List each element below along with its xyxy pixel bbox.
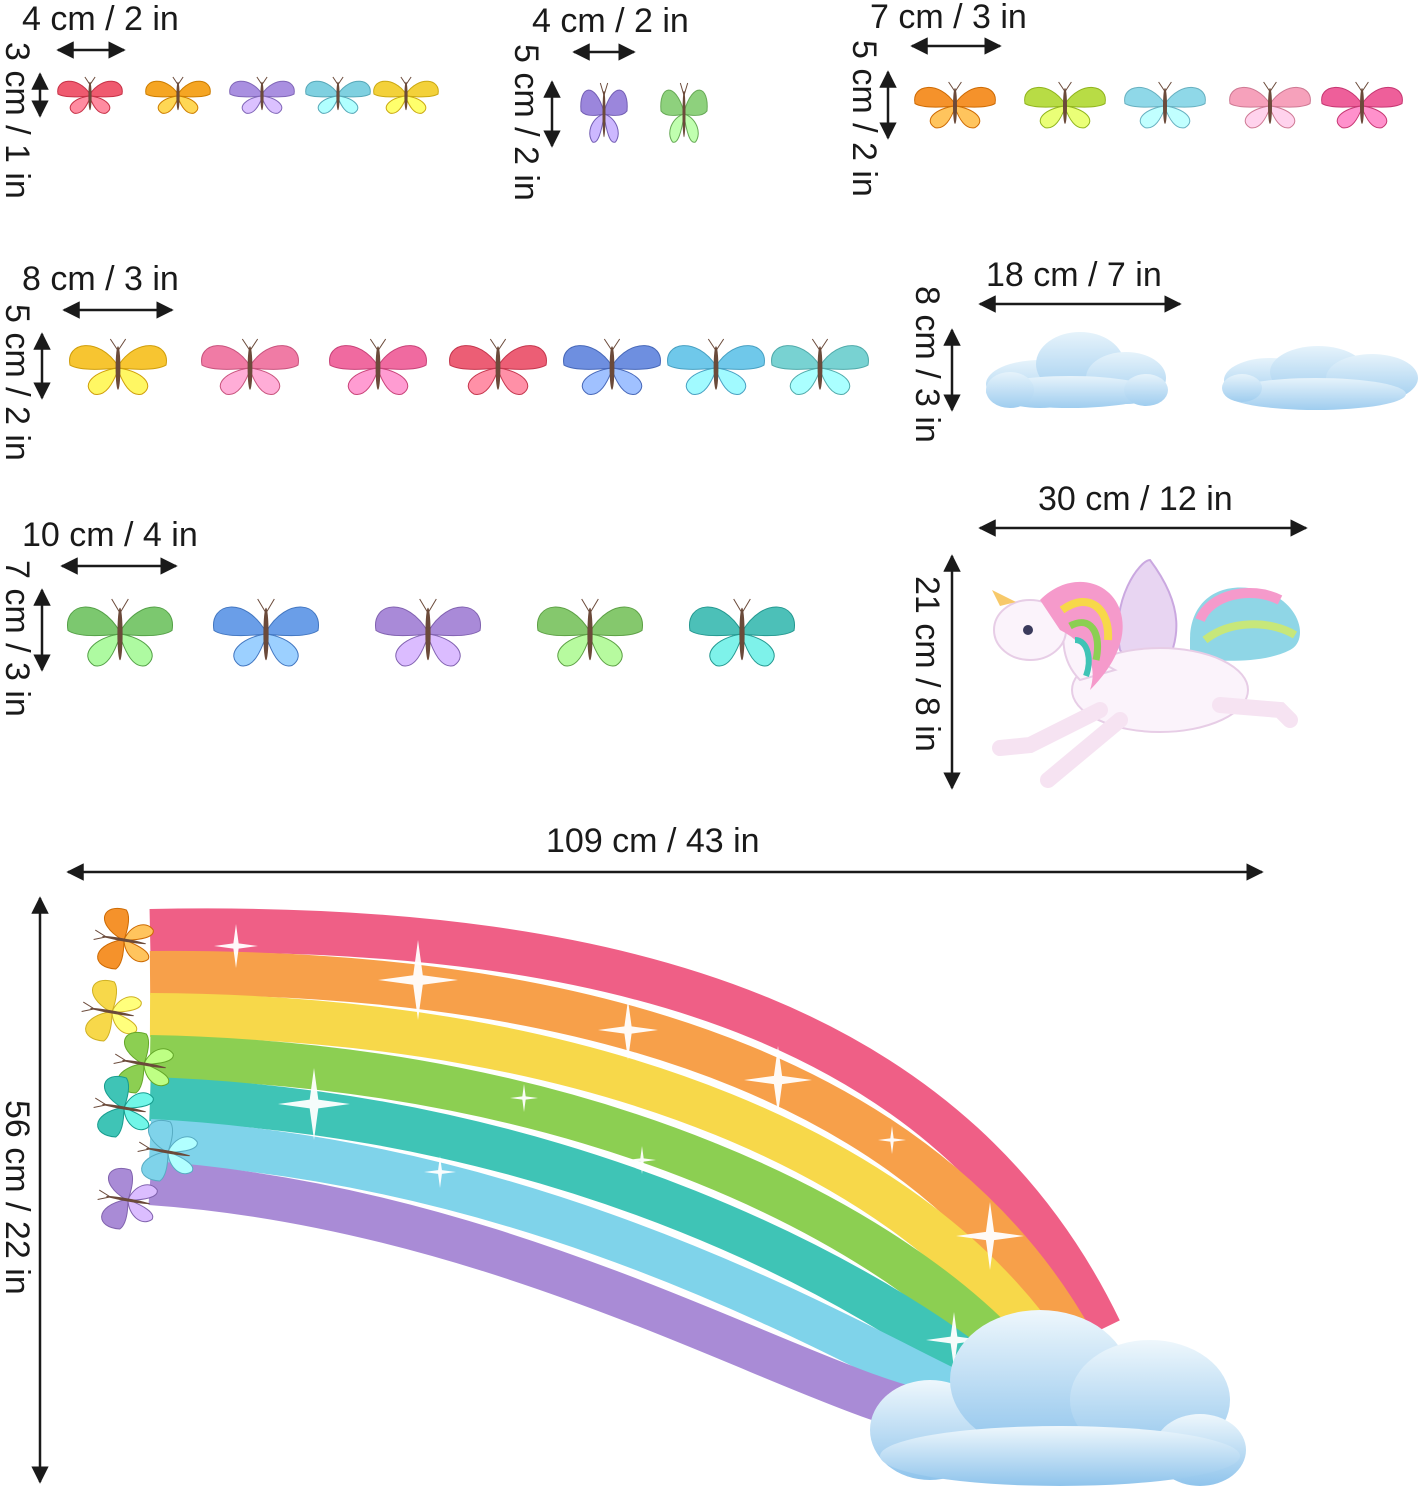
rainbow-cloud — [870, 1310, 1246, 1486]
butterfly-g3-5 — [1321, 81, 1403, 129]
butterfly-g5-1 — [67, 598, 173, 667]
unicorn-body — [1071, 647, 1249, 733]
butterfly-g1-1 — [57, 76, 123, 114]
sparkle — [744, 1046, 812, 1114]
group5-width-label: 10 cm / 4 in — [22, 516, 198, 554]
rainbow-butterfly-4 — [93, 1076, 154, 1138]
butterfly-g5-2 — [213, 598, 319, 667]
clouds-width-label: 18 cm / 7 in — [986, 256, 1162, 294]
butterfly-g5-5 — [689, 598, 795, 667]
sparkle — [424, 1156, 456, 1188]
sparkle — [878, 1126, 906, 1154]
butterfly-g1-5 — [373, 76, 439, 114]
butterfly-g3-4 — [1229, 81, 1311, 129]
rainbow-band-2 — [149, 950, 1094, 1355]
sparkle — [628, 1146, 656, 1174]
sparkle — [598, 1000, 658, 1060]
butterfly-g3-2 — [1024, 81, 1106, 129]
butterfly-g4-1 — [69, 338, 167, 395]
group4-width-label: 8 cm / 3 in — [22, 260, 179, 298]
rainbow-butterfly-1 — [93, 908, 154, 970]
sparkle — [214, 924, 258, 968]
group2-width-label: 4 cm / 2 in — [532, 2, 689, 40]
butterfly-g5-3 — [375, 598, 481, 667]
butterfly-g4-2 — [201, 338, 299, 395]
rainbow-band-6 — [148, 1119, 980, 1421]
butterfly-g4-7 — [771, 338, 869, 395]
unicorn-width-label: 30 cm / 12 in — [1038, 480, 1233, 518]
butterfly-g2-2 — [660, 82, 708, 143]
rainbow-butterfly-5 — [137, 1120, 198, 1182]
butterfly-g5-4 — [537, 598, 643, 667]
butterfly-g4-5 — [563, 338, 661, 395]
rainbow-band-4 — [149, 1035, 1039, 1387]
butterfly-g1-3 — [229, 76, 295, 114]
rainbow-band-1 — [149, 908, 1120, 1340]
butterfly-g4-4 — [449, 338, 547, 395]
group1-width-label: 4 cm / 2 in — [22, 0, 179, 38]
rainbow-band-3 — [149, 993, 1067, 1371]
sparkle — [956, 1202, 1024, 1270]
butterfly-g4-3 — [329, 338, 427, 395]
butterfly-g2-1 — [580, 82, 628, 143]
sparkle — [278, 1068, 350, 1140]
cloud-sticker-1 — [986, 332, 1168, 408]
rainbow-butterfly-2 — [81, 980, 142, 1042]
butterfly-g1-4 — [305, 76, 371, 114]
sparkle — [510, 1084, 538, 1112]
rainbow-width-label: 109 cm / 43 in — [546, 822, 760, 860]
butterfly-g1-2 — [145, 76, 211, 114]
sparkle — [378, 940, 458, 1020]
group3-width-label: 7 cm / 3 in — [870, 0, 1027, 36]
butterfly-g3-3 — [1124, 81, 1206, 129]
cloud-sticker-2 — [1222, 346, 1418, 410]
unicorn-horn — [992, 590, 1016, 606]
sparkle — [926, 1312, 982, 1368]
butterfly-g4-6 — [667, 338, 765, 395]
butterfly-g3-1 — [914, 81, 996, 129]
rainbow-butterfly-6 — [97, 1168, 158, 1230]
